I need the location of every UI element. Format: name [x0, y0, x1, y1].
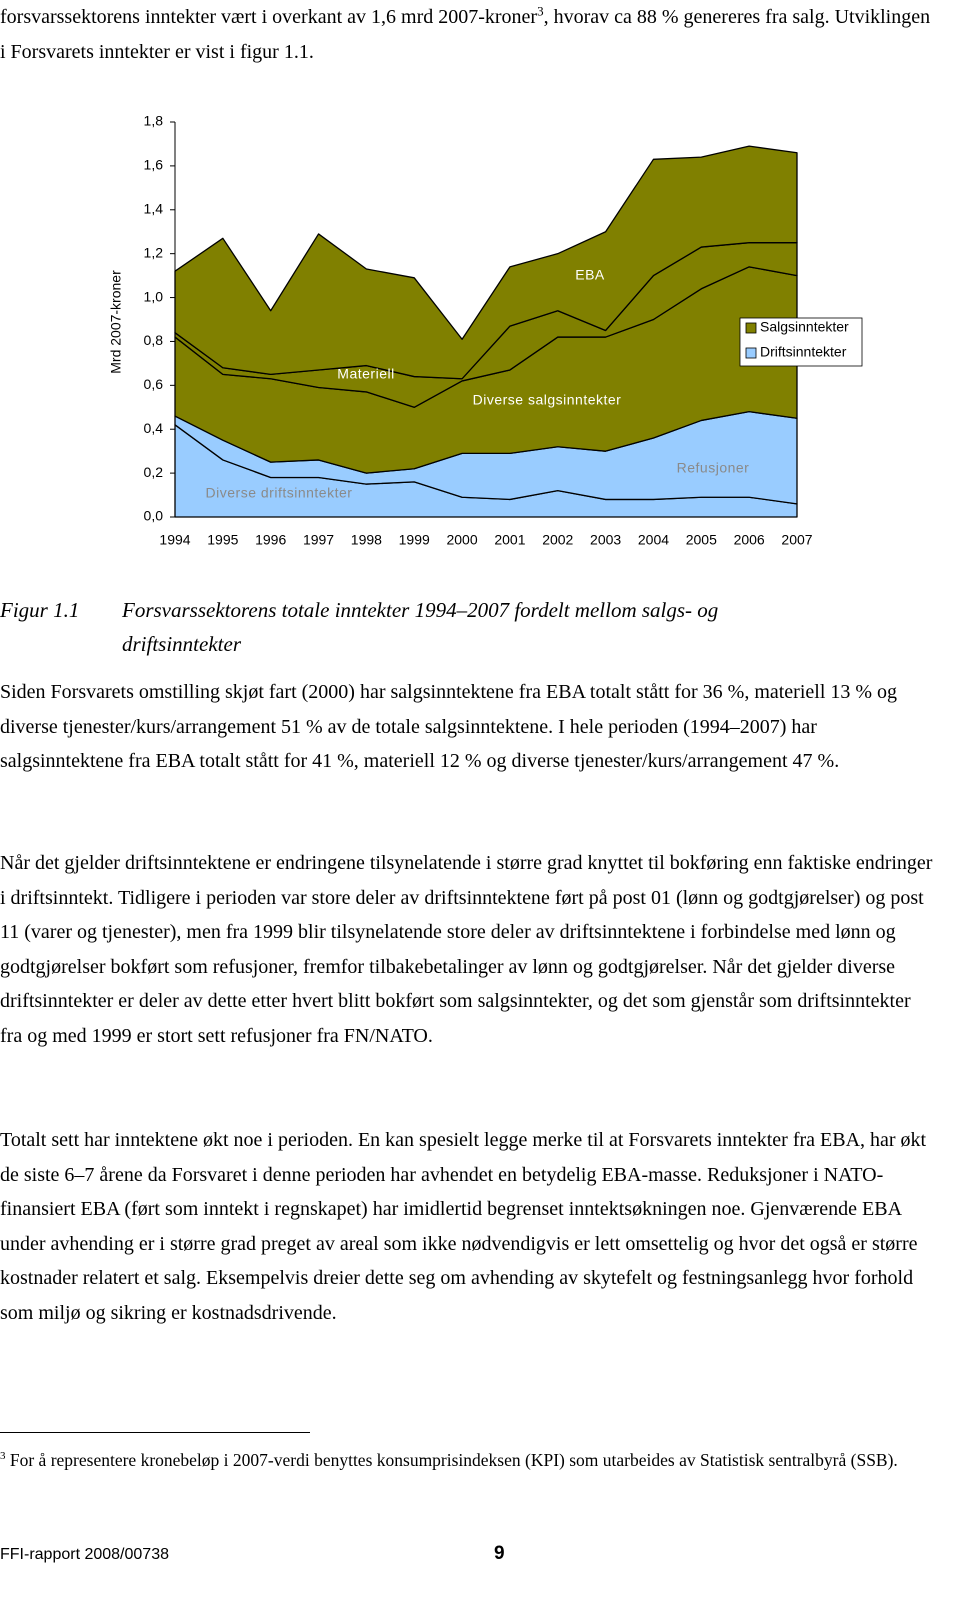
footer-report: FFI-rapport 2008/00738: [0, 1546, 169, 1563]
paragraph: Siden Forsvarets omstilling skjøt fart (…: [0, 681, 898, 773]
x-tick-label: 1998: [351, 532, 382, 548]
y-tick-label: 1,6: [144, 157, 164, 173]
y-axis-label: Mrd 2007-kroner: [108, 270, 124, 374]
paragraph: Når det gjelder driftsinntektene er endr…: [0, 852, 933, 1047]
y-tick-label: 0,6: [144, 376, 164, 392]
legend-swatch: [745, 322, 757, 334]
x-tick-label: 1994: [159, 532, 190, 548]
x-tick-label: 2006: [734, 532, 765, 548]
x-tick-label: 2000: [446, 532, 477, 548]
x-tick-label: 2004: [638, 532, 669, 548]
x-tick-label: 2005: [686, 532, 717, 548]
x-tick-label: 1996: [255, 532, 286, 548]
footnote: 3 For å representere kronebeløp i 2007-v…: [0, 1447, 900, 1474]
x-tick-label: 1995: [207, 532, 238, 548]
caption-label: Figur 1.1: [0, 598, 80, 622]
text: , hvorav ca 88 % genereres fra salg. Utv…: [0, 6, 931, 63]
y-tick-label: 1,8: [144, 113, 164, 129]
x-tick-label: 2007: [781, 532, 812, 548]
text: forsvarssektorens inntekter vært i overk…: [0, 6, 538, 28]
area: [174, 145, 798, 380]
y-tick-label: 0,8: [144, 332, 164, 348]
x-tick-label: 2001: [494, 532, 525, 548]
legend-swatch: [745, 347, 757, 359]
y-tick-label: 1,4: [144, 200, 164, 216]
caption-text: Forsvarssektorens totale inntekter 1994–…: [122, 598, 719, 656]
paragraph: Totalt sett har inntektene økt noe i per…: [0, 1129, 927, 1324]
x-tick-label: 1997: [303, 532, 334, 548]
y-tick-label: 1,2: [144, 244, 164, 260]
legend-label: Salgsinntekter: [760, 319, 849, 335]
series-label: Materiell: [337, 366, 394, 382]
x-tick-label: 2003: [590, 532, 621, 548]
series-label: Refusjoner: [677, 460, 750, 476]
page-number: 9: [494, 1543, 505, 1564]
x-tick-label: 1999: [399, 532, 430, 548]
y-tick-label: 0,4: [144, 420, 164, 436]
intro-paragraph: forsvarssektorens inntekter vært i overk…: [0, 0, 935, 69]
y-tick-label: 0,0: [144, 508, 164, 524]
footnote-ref: 3: [537, 3, 544, 19]
chart: Mrd 2007-kroner 0,0 0,2 0,4 0,6 0,8 1,0 1,2 1,4…: [108, 113, 863, 548]
x-tick-label: 2002: [542, 532, 573, 548]
series-label: Diverse salgsinntekter: [473, 392, 622, 408]
y-tick-label: 0,2: [144, 464, 164, 480]
footnote-number: 3: [0, 1450, 6, 1463]
figure-caption: Figur 1.1 Forsvarssektorens totale innte…: [0, 593, 935, 661]
legend-label: Driftsinntekter: [760, 344, 847, 360]
series-label: Diverse driftsinntekter: [206, 485, 353, 501]
y-tick-label: 1,0: [144, 288, 164, 304]
series-label: EBA: [575, 267, 605, 283]
footnote-text: For å representere kronebeløp i 2007-ver…: [9, 1450, 898, 1470]
legend-box: [739, 317, 863, 367]
footnote-rule: [0, 1432, 310, 1433]
